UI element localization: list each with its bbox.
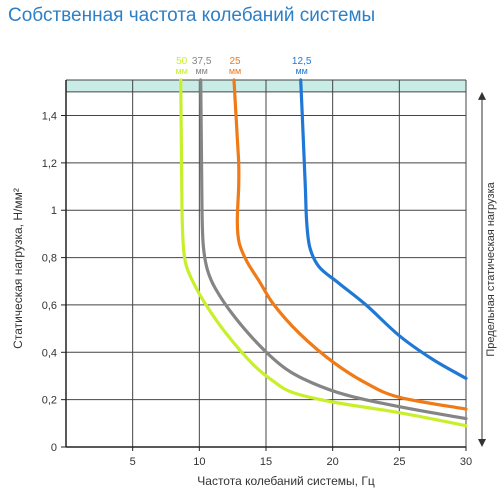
x-axis-label: Частота колебаний системы, Гц (197, 474, 375, 488)
y-tick-label: 1,2 (42, 158, 57, 170)
limit-arrow-down (478, 439, 486, 447)
series-line (232, 78, 468, 411)
x-tick-label: 15 (260, 456, 272, 468)
series-line (179, 78, 468, 428)
x-tick-label: 10 (193, 456, 205, 468)
grid (66, 79, 467, 447)
y-tick-label: 0,2 (42, 395, 57, 407)
tick-labels: 5 10 15 20 25 30 0 0,2 0,4 0,6 0,8 1 1,2 1,4 (42, 111, 472, 468)
x-tick-label: 20 (327, 456, 339, 468)
series-label: 25 (229, 56, 241, 67)
y-axis-label: Статическая нагрузка, Н/мм² (11, 188, 25, 349)
series-label: 50 (176, 56, 188, 67)
y-tick-label: 1,4 (42, 111, 57, 123)
series-line (199, 78, 468, 421)
x-tick-label: 25 (393, 456, 405, 468)
axes (61, 80, 467, 451)
y-tick-label: 1 (51, 205, 57, 217)
series-lines (179, 78, 468, 428)
y-tick-label: 0,8 (42, 253, 57, 265)
series-label-unit: мм (295, 66, 307, 76)
limit-arrow-up (478, 91, 486, 100)
y-tick-label: 0 (51, 442, 57, 454)
y-tick-label: 0,4 (42, 347, 57, 359)
series-label: 12,5 (292, 56, 312, 67)
series-label: 37,5 (192, 56, 212, 67)
limit-indicator (478, 91, 486, 447)
series-label-unit: мм (229, 66, 241, 76)
limit-label: Предельная статическая нагрузка (485, 181, 497, 356)
y-tick-label: 0,6 (42, 300, 57, 312)
x-tick-label: 5 (130, 456, 136, 468)
x-tick-label: 30 (460, 456, 472, 468)
series-line (299, 78, 468, 380)
series-label-unit: мм (175, 66, 187, 76)
chart-title: Собственная частота колебаний системы (8, 5, 376, 26)
series-label-unit: мм (195, 66, 207, 76)
